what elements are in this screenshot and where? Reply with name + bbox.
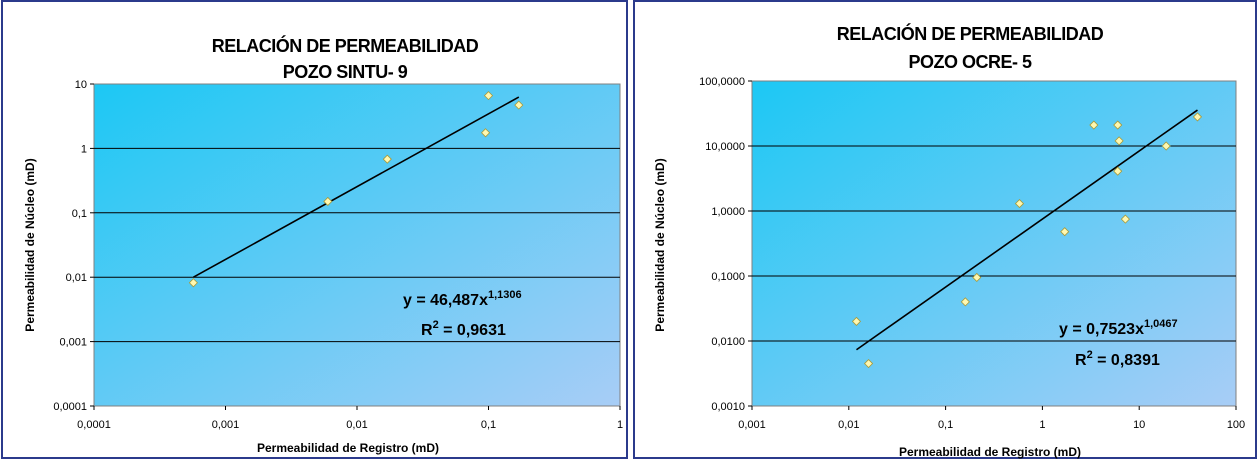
y-axis-label: Permeabilidad de Núcleo (mD): [23, 158, 37, 331]
y-tick-label: 0,0100: [711, 336, 745, 348]
y-tick-label: 1: [81, 143, 87, 155]
y-tick-label: 100,0000: [699, 76, 745, 88]
data-point: [851, 316, 862, 326]
y-axis-label: Permeabilidad de Núcleo (mD): [653, 158, 667, 331]
x-tick-label: 1: [1039, 419, 1045, 431]
chart-sintu-9: RELACIÓN DE PERMEABILIDAD POZO SINTU- 9 …: [23, 35, 623, 455]
chart-title: RELACIÓN DE PERMEABILIDAD: [837, 23, 1104, 44]
x-tick-label: 0,01: [838, 419, 859, 431]
data-point: [514, 100, 524, 110]
data-point: [1113, 166, 1123, 176]
x-tick-label: 0,001: [738, 419, 766, 431]
x-tick-label: 10: [1133, 419, 1145, 431]
data-point: [481, 128, 491, 138]
data-point: [863, 358, 874, 369]
data-point: [1114, 136, 1124, 146]
r-squared: R2 = 0,9631: [421, 319, 506, 339]
chart-title: RELACIÓN DE PERMEABILIDAD: [212, 35, 479, 56]
trend-equation: y = 0,7523x1,0467: [1059, 318, 1178, 338]
data-point: [1014, 199, 1025, 209]
data-point: [188, 278, 198, 288]
chart-panel-ocre-5: RELACIÓN DE PERMEABILIDAD POZO OCRE- 5 0…: [633, 0, 1257, 459]
data-point: [1192, 112, 1203, 122]
y-tick-label: 10,0000: [705, 141, 745, 153]
data-point: [382, 154, 392, 164]
y-tick-label: 0,1000: [711, 271, 745, 283]
x-tick-label: 1: [617, 419, 623, 431]
data-point: [483, 91, 494, 101]
x-axis-label: Permeabilidad de Registro (mD): [257, 441, 439, 455]
data-point: [1113, 120, 1123, 130]
x-tick-label: 0,01: [346, 419, 367, 431]
y-tick-label: 0,001: [59, 337, 87, 349]
x-tick-label: 0,001: [212, 419, 240, 431]
trendline: [856, 109, 1198, 351]
y-tick-label: 0,0001: [53, 401, 87, 413]
trend-equation: y = 46,487x1,1306: [403, 289, 522, 309]
data-point: [323, 196, 333, 207]
y-tick-label: 1,0000: [711, 206, 745, 218]
data-point: [1161, 141, 1171, 151]
x-axis-label: Permeabilidad de Registro (mD): [899, 445, 1081, 459]
x-tick-label: 0,1: [938, 419, 953, 431]
y-tick-label: 0,01: [66, 272, 87, 284]
data-point: [960, 297, 970, 307]
chart-ocre-5: RELACIÓN DE PERMEABILIDAD POZO OCRE- 5 0…: [653, 23, 1245, 459]
data-point: [1060, 227, 1070, 237]
chart-subtitle: POZO SINTU- 9: [283, 62, 408, 82]
plot-area: [751, 80, 1237, 407]
chart-subtitle: POZO OCRE- 5: [908, 52, 1032, 72]
x-tick-label: 0,0001: [77, 419, 111, 431]
x-tick-label: 100: [1227, 419, 1245, 431]
y-tick-label: 0,0010: [711, 401, 745, 413]
data-point: [972, 272, 982, 283]
plot-area: [93, 83, 621, 407]
y-tick-label: 0,1: [72, 208, 87, 220]
x-tick-label: 0,1: [481, 419, 496, 431]
chart-panel-sintu-9: RELACIÓN DE PERMEABILIDAD POZO SINTU- 9 …: [1, 0, 628, 459]
r-squared: R2 = 0,8391: [1075, 349, 1160, 369]
y-tick-label: 10: [75, 79, 87, 91]
data-point: [1089, 120, 1099, 130]
data-point: [1120, 214, 1130, 224]
trendline: [193, 96, 520, 278]
